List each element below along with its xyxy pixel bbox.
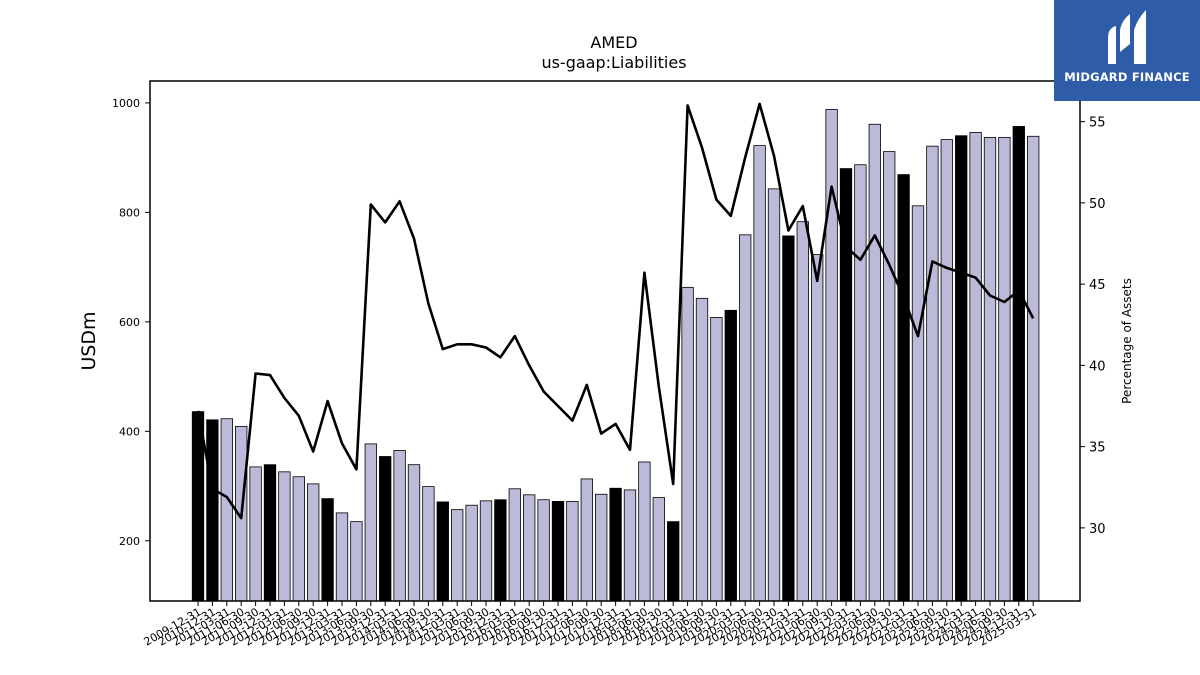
bar-2017-12-31 [609,487,622,602]
x-axis: 2009-12-312010-12-312011-03-312011-06-30… [142,601,1039,649]
bar-2015-03-31 [451,509,464,602]
bar-2011-09-30 [249,466,262,602]
y2-tick-label: 30 [1089,522,1106,537]
y2-tick-label: 35 [1089,441,1106,456]
bar-2009-12-31 [191,411,205,602]
bar-2024-06-30 [983,136,997,602]
brand-name: MIDGARD FINANCE [1064,70,1190,84]
bar-2024-12-31 [1012,126,1025,602]
bar-2013-06-30 [350,521,363,602]
bar-2012-06-30 [292,476,305,602]
bar-2019-09-30 [710,317,723,602]
y2-tick-label: 55 [1089,116,1106,131]
pct-of-assets-line [196,102,1035,520]
y2-tick-label: 45 [1089,278,1106,293]
bar-2014-12-31 [436,501,449,602]
bar-2022-03-31 [854,164,867,602]
bar-2016-09-30 [537,499,550,602]
bar-2021-06-30 [811,254,824,602]
bar-2021-03-31 [796,221,809,602]
y2-tick-label: 50 [1089,197,1106,212]
bar-2022-12-31 [897,174,910,602]
bar-2013-03-31 [335,512,349,602]
midgard-m-logo-icon [1108,10,1146,64]
bar-2024-03-31 [969,132,982,602]
y-axis-label: USDm [78,311,100,370]
bar-2022-06-30 [868,123,881,602]
bar-2020-03-31 [739,234,752,602]
plot-frame [149,80,1081,602]
line-series [196,102,1035,520]
bar-2014-06-30 [407,464,421,602]
bar-2011-03-31 [220,418,233,602]
chart-title: AMED [590,33,637,52]
bar-2017-06-30 [580,478,593,602]
bar-2019-03-31 [681,286,694,602]
bar-2018-03-31 [623,489,637,602]
bar-series [191,109,1040,602]
bar-2024-09-30 [998,136,1011,602]
bar-2021-09-30 [825,109,838,602]
bar-2020-06-30 [753,145,766,602]
y-tick-label: 200 [119,535,140,548]
left-axis: 200 400 600 800 1000 [112,97,150,548]
bar-2018-06-30 [638,461,651,602]
bar-2012-09-30 [307,483,320,602]
bar-2019-06-30 [695,297,709,602]
bar-2025-03-31 [1027,135,1040,602]
bar-2013-09-30 [364,443,377,602]
y2-tick-label: 40 [1089,359,1106,374]
bar-2017-03-31 [566,500,579,602]
bar-2023-03-31 [911,205,925,602]
bar-2022-09-30 [883,151,896,602]
bar-2023-09-30 [940,139,953,602]
bar-2018-09-30 [652,497,665,602]
bar-2016-06-30 [523,494,536,602]
bar-2013-12-31 [379,456,392,602]
y-tick-label: 800 [119,206,140,219]
right-axis: 30 35 40 45 50 55 [1080,116,1106,537]
bar-2023-06-30 [926,145,939,602]
bar-2019-12-31 [724,309,737,602]
bar-2016-12-31 [551,500,565,602]
bar-2018-12-31 [667,521,680,602]
bar-2020-12-31 [782,235,795,602]
bar-2014-09-30 [422,486,435,602]
bar-2011-12-31 [263,464,277,602]
bar-2015-06-30 [465,504,478,602]
chart-subtitle: us-gaap:Liabilities [541,53,686,72]
bar-2020-09-30 [767,188,781,602]
y-tick-label: 600 [119,316,140,329]
bar-2012-03-31 [278,471,291,602]
y-tick-label: 1000 [112,97,140,110]
bar-2015-12-31 [494,499,507,602]
bar-2012-12-31 [321,498,334,602]
bar-2017-09-30 [595,493,608,602]
bar-2015-09-30 [479,500,493,602]
bar-2014-03-31 [393,450,406,602]
bar-2023-12-31 [955,135,968,602]
y2-axis-label: Percentage of Assets [1120,278,1134,404]
bar-2016-03-31 [508,488,521,602]
brand-logo: MIDGARD FINANCE [1054,0,1200,101]
y-tick-label: 400 [119,425,140,438]
bar-2010-12-31 [206,419,219,602]
